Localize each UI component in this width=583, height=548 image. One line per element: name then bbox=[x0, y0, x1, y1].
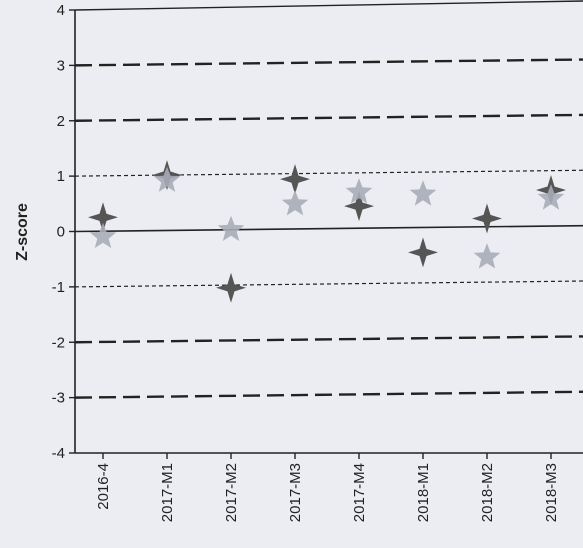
y-tick-label: -2 bbox=[52, 334, 65, 351]
x-tick-label: 2017-M2 bbox=[223, 463, 240, 522]
y-tick-label: -1 bbox=[52, 279, 65, 296]
data-point-series-2 bbox=[537, 184, 565, 210]
reference-line-1 bbox=[74, 169, 583, 177]
y-tick-label: 1 bbox=[57, 168, 65, 185]
y-tick-label: 4 bbox=[57, 2, 65, 19]
data-point-series-2 bbox=[409, 180, 437, 206]
x-tick-label: 2017-M3 bbox=[287, 463, 304, 522]
reference-line-3 bbox=[74, 58, 583, 67]
x-tick-label: 2016-4 bbox=[95, 463, 112, 510]
reference-line-2 bbox=[74, 113, 583, 122]
y-tick-label: 0 bbox=[57, 224, 65, 241]
data-markers bbox=[88, 160, 566, 303]
data-point-series-1 bbox=[216, 272, 246, 303]
data-point-series-1 bbox=[88, 202, 118, 233]
data-point-series-1 bbox=[344, 191, 374, 222]
y-tick-label: -3 bbox=[52, 390, 65, 407]
data-point-series-1 bbox=[280, 164, 310, 195]
x-tick-label: 2018-M1 bbox=[415, 463, 432, 522]
reference-line-minus-3 bbox=[74, 390, 583, 399]
x-tick-label: 2018-M3 bbox=[543, 463, 560, 522]
top-border-line bbox=[74, 0, 583, 11]
y-ticks: 4 3 2 1 0 -1 -2 -3 -4 bbox=[52, 2, 75, 462]
x-tick-label: 2017-M4 bbox=[351, 463, 368, 522]
data-point-series-2 bbox=[345, 178, 373, 204]
reference-line-0 bbox=[74, 224, 583, 233]
data-point-series-1 bbox=[408, 237, 438, 268]
reference-line-minus-1 bbox=[74, 280, 583, 288]
data-point-series-1 bbox=[472, 203, 502, 234]
x-tick-label: 2018-M2 bbox=[479, 463, 496, 522]
data-point-series-2 bbox=[89, 222, 117, 248]
x-tick-label: 2017-M1 bbox=[159, 463, 176, 522]
y-tick-label: -4 bbox=[52, 445, 65, 462]
y-axis-title: Z-score bbox=[14, 203, 31, 261]
data-point-series-2 bbox=[473, 243, 501, 269]
reference-lines bbox=[74, 58, 583, 399]
data-point-series-2 bbox=[217, 215, 245, 241]
data-point-series-2 bbox=[153, 166, 181, 192]
x-ticks: 2016-4 2017-M1 2017-M2 2017-M3 2017-M4 2018-M… bbox=[95, 453, 560, 522]
y-tick-label: 2 bbox=[57, 113, 65, 130]
reference-line-minus-2 bbox=[74, 335, 583, 344]
data-point-series-2 bbox=[281, 190, 309, 216]
y-tick-label: 3 bbox=[57, 57, 65, 74]
